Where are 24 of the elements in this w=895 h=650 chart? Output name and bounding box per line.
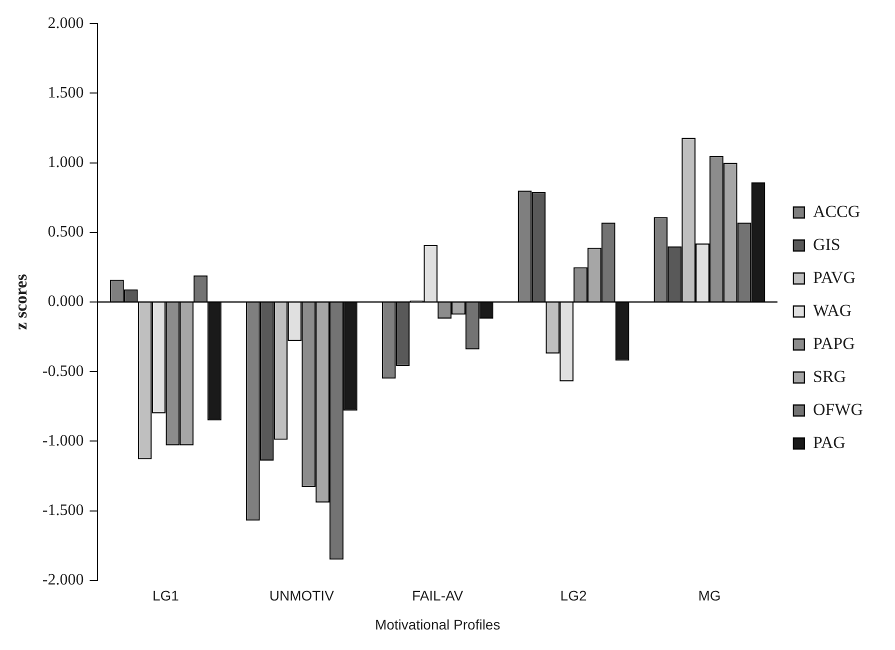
y-tick-label: -1.000 [42,432,84,450]
legend-label: SRG [812,366,846,386]
x-tick-label: FAIL-AV [412,588,464,604]
legend-label: OFWG [812,400,864,419]
x-tick-label: LG2 [560,588,587,604]
y-axis-title: z scores [12,274,31,330]
y-tick-label: 2.000 [48,14,84,32]
y-tick-label: 1.000 [48,154,84,172]
y-tick-label: -2.000 [42,572,84,589]
x-tick-label: UNMOTIV [269,588,335,604]
y-tick-label: -1.500 [42,502,84,520]
legend-label: WAG [812,300,852,320]
y-tick-label: 0.000 [48,293,84,310]
legend-label: PAPG [812,334,855,353]
y-tick-label: 0.500 [48,224,84,241]
y-tick-label: 1.500 [48,84,84,102]
legend-label: PAG [812,432,846,452]
legend-label: PAVG [812,268,856,287]
x-tick-label: LG1 [152,588,180,604]
legend-label: GIS [812,234,840,254]
y-tick-label: -0.500 [42,362,84,380]
legend-label: ACCG [812,202,860,221]
x-tick-label: MG [698,588,721,604]
x-axis-title: Motivational Profiles [374,616,500,632]
